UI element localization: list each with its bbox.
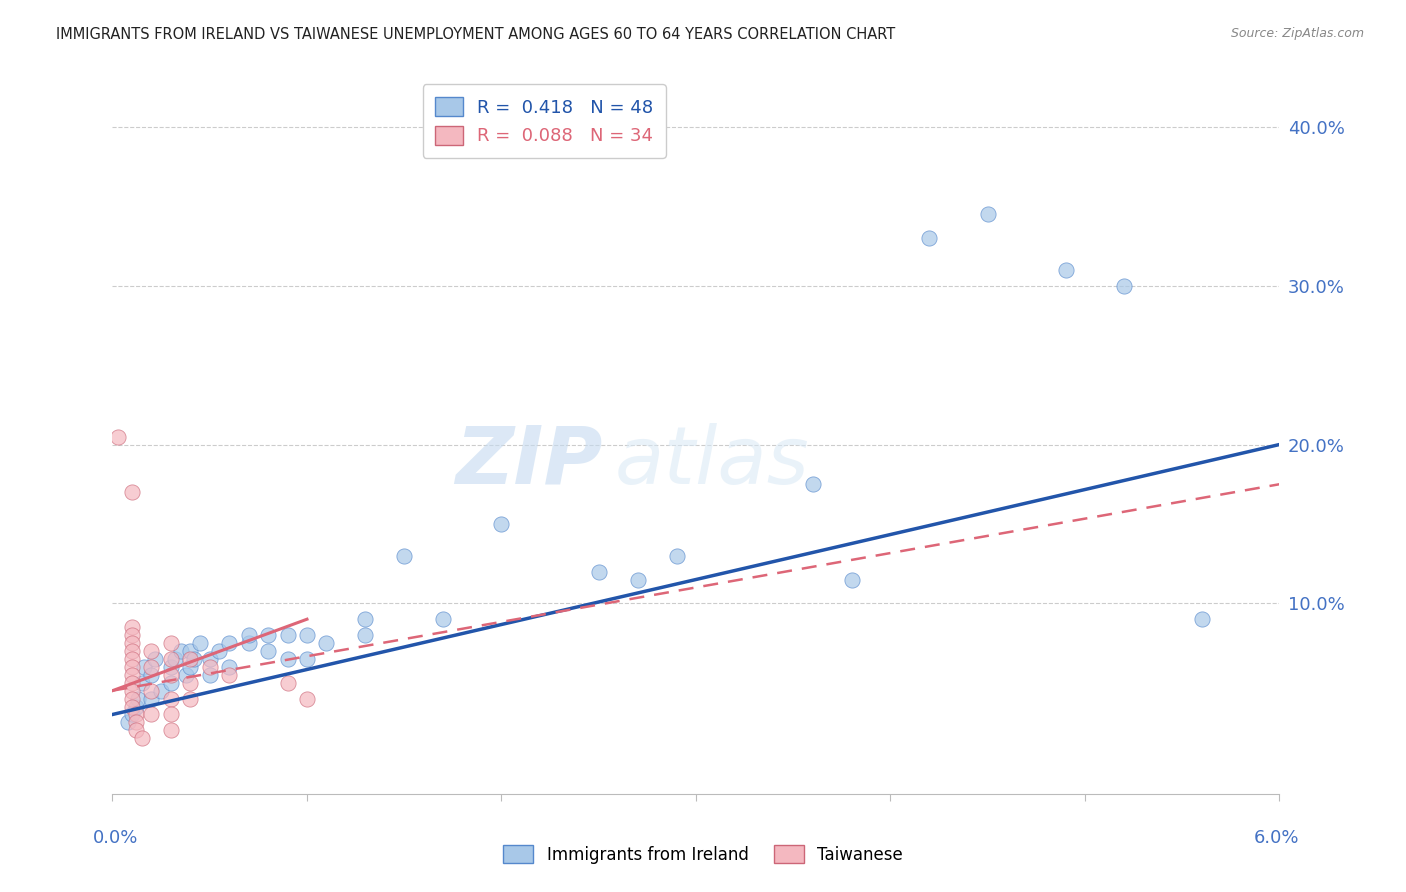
Point	[257, 644, 280, 658]
Point	[121, 636, 143, 650]
Point	[141, 660, 163, 674]
Point	[160, 660, 183, 674]
Point	[841, 573, 863, 587]
Point	[121, 683, 143, 698]
Point	[432, 612, 454, 626]
Point	[918, 231, 941, 245]
Point	[121, 667, 143, 681]
Point	[121, 707, 143, 722]
Point	[218, 667, 240, 681]
Text: atlas: atlas	[614, 423, 808, 500]
Point	[295, 691, 318, 706]
Point	[276, 652, 298, 666]
Point	[125, 723, 148, 738]
Point	[125, 699, 148, 714]
Point	[160, 636, 183, 650]
Point	[121, 485, 143, 500]
Point	[976, 207, 998, 221]
Point	[491, 516, 513, 531]
Text: 0.0%: 0.0%	[93, 830, 138, 847]
Point	[125, 715, 148, 730]
Point	[198, 652, 221, 666]
Point	[160, 667, 183, 681]
Point	[238, 636, 260, 650]
Point	[160, 652, 183, 666]
Legend: R =  0.418   N = 48, R =  0.088   N = 34: R = 0.418 N = 48, R = 0.088 N = 34	[423, 84, 665, 158]
Point	[394, 549, 416, 563]
Point	[176, 667, 198, 681]
Point	[160, 675, 183, 690]
Point	[1112, 278, 1135, 293]
Point	[276, 675, 298, 690]
Point	[627, 573, 650, 587]
Point	[1054, 263, 1077, 277]
Point	[141, 644, 163, 658]
Point	[801, 477, 824, 491]
Point	[295, 628, 318, 642]
Point	[127, 691, 149, 706]
Point	[121, 628, 143, 642]
Point	[208, 644, 231, 658]
Point	[179, 652, 201, 666]
Point	[198, 660, 221, 674]
Point	[121, 660, 143, 674]
Point	[218, 660, 240, 674]
Point	[179, 644, 201, 658]
Point	[238, 628, 260, 642]
Point	[179, 675, 201, 690]
Point	[218, 636, 240, 650]
Point	[160, 707, 183, 722]
Point	[150, 683, 173, 698]
Point	[315, 636, 337, 650]
Point	[665, 549, 688, 563]
Point	[141, 667, 163, 681]
Point	[179, 691, 201, 706]
Point	[295, 652, 318, 666]
Point	[1191, 612, 1213, 626]
Point	[121, 691, 143, 706]
Point	[121, 652, 143, 666]
Point	[132, 660, 155, 674]
Point	[143, 652, 166, 666]
Point	[131, 675, 153, 690]
Text: 6.0%: 6.0%	[1254, 830, 1299, 847]
Point	[141, 683, 163, 698]
Text: Source: ZipAtlas.com: Source: ZipAtlas.com	[1230, 27, 1364, 40]
Point	[198, 667, 221, 681]
Point	[179, 660, 201, 674]
Point	[121, 620, 143, 634]
Point	[125, 707, 148, 722]
Point	[354, 628, 377, 642]
Point	[117, 715, 139, 730]
Point	[183, 652, 205, 666]
Point	[141, 707, 163, 722]
Point	[131, 731, 153, 746]
Legend: Immigrants from Ireland, Taiwanese: Immigrants from Ireland, Taiwanese	[496, 838, 910, 871]
Point	[141, 691, 163, 706]
Point	[121, 699, 143, 714]
Point	[121, 644, 143, 658]
Point	[160, 723, 183, 738]
Point	[588, 565, 610, 579]
Point	[188, 636, 211, 650]
Point	[121, 675, 143, 690]
Point	[354, 612, 377, 626]
Point	[107, 429, 129, 443]
Point	[276, 628, 298, 642]
Point	[160, 691, 183, 706]
Text: ZIP: ZIP	[456, 423, 603, 500]
Point	[257, 628, 280, 642]
Point	[169, 644, 191, 658]
Text: IMMIGRANTS FROM IRELAND VS TAIWANESE UNEMPLOYMENT AMONG AGES 60 TO 64 YEARS CORR: IMMIGRANTS FROM IRELAND VS TAIWANESE UNE…	[56, 27, 896, 42]
Point	[163, 652, 186, 666]
